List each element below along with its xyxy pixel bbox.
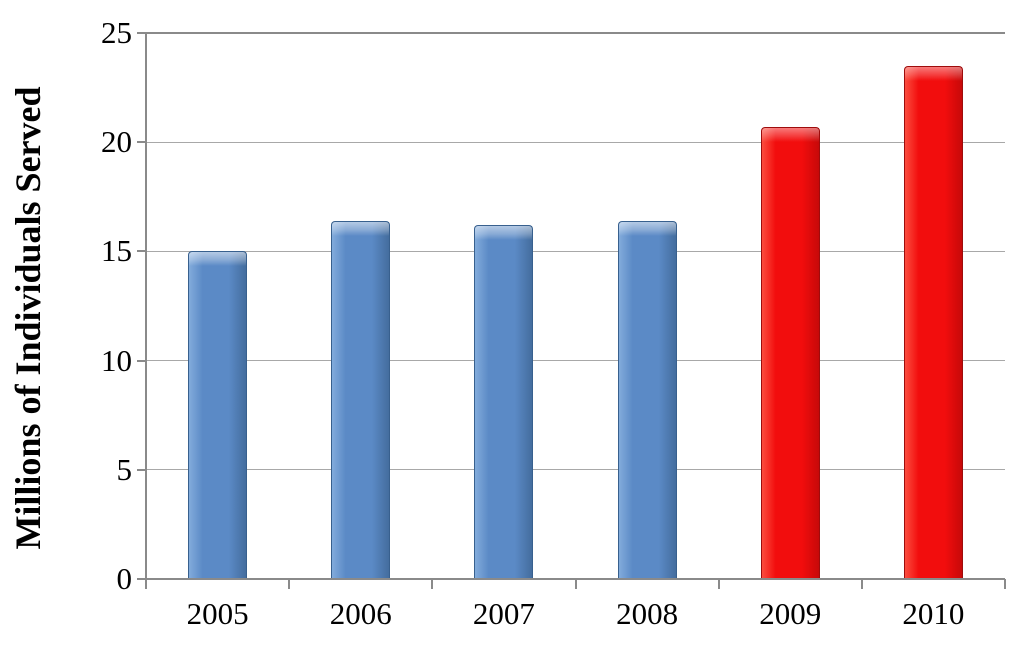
x-tick-5 xyxy=(860,579,863,589)
x-tick-1 xyxy=(288,579,291,589)
bar-2008 xyxy=(617,220,677,579)
y-tick-20 xyxy=(137,141,146,144)
y-tick-10 xyxy=(137,359,146,362)
y-tick-label-20: 20 xyxy=(101,124,132,160)
x-tick-label-2009: 2009 xyxy=(759,596,822,631)
y-tick-label-5: 5 xyxy=(116,451,133,487)
y-tick-label-10: 10 xyxy=(101,342,132,378)
bar-2009 xyxy=(760,126,820,579)
bar-2007 xyxy=(474,225,534,579)
x-tick-4 xyxy=(717,579,720,589)
x-tick-6 xyxy=(1004,579,1006,589)
x-tick-label-2006: 2006 xyxy=(329,596,392,631)
y-axis-line xyxy=(145,32,147,589)
y-tick-25 xyxy=(137,32,146,34)
x-tick-label-2007: 2007 xyxy=(472,596,535,631)
y-axis-title: Millions of Individuals Served xyxy=(8,86,48,550)
y-tick-15 xyxy=(137,250,146,253)
gridline-25 xyxy=(146,32,1005,34)
gridline-20 xyxy=(146,141,1005,143)
gridline-10 xyxy=(146,360,1005,362)
x-tick-label-2005: 2005 xyxy=(186,596,249,631)
gridline-5 xyxy=(146,469,1005,471)
x-tick-label-2010: 2010 xyxy=(902,596,965,631)
x-tick-3 xyxy=(574,579,577,589)
bar-2010 xyxy=(903,65,963,579)
bar-2005 xyxy=(188,251,248,579)
x-tick-label-2008: 2008 xyxy=(616,596,679,631)
x-tick-2 xyxy=(431,579,434,589)
y-tick-label-0: 0 xyxy=(116,561,133,596)
y-tick-label-25: 25 xyxy=(101,15,132,50)
y-tick-label-15: 15 xyxy=(101,233,132,269)
bar-2006 xyxy=(331,220,391,579)
y-tick-5 xyxy=(137,468,146,471)
y-tick-0 xyxy=(137,578,146,580)
gridline-15 xyxy=(146,250,1005,252)
